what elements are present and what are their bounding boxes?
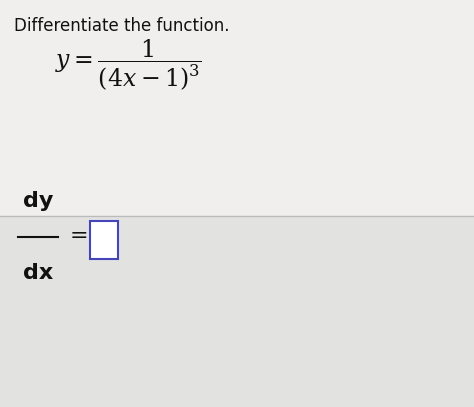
Bar <box>0 216 474 407</box>
Text: Differentiate the function.: Differentiate the function. <box>14 17 229 35</box>
Text: dy: dy <box>23 191 53 211</box>
Text: =: = <box>70 226 89 246</box>
Text: $y = \dfrac{1}{(4x-1)^{3}}$: $y = \dfrac{1}{(4x-1)^{3}}$ <box>55 38 202 92</box>
Text: dx: dx <box>23 263 53 283</box>
Bar <box>0 0 474 216</box>
FancyBboxPatch shape <box>90 221 118 259</box>
